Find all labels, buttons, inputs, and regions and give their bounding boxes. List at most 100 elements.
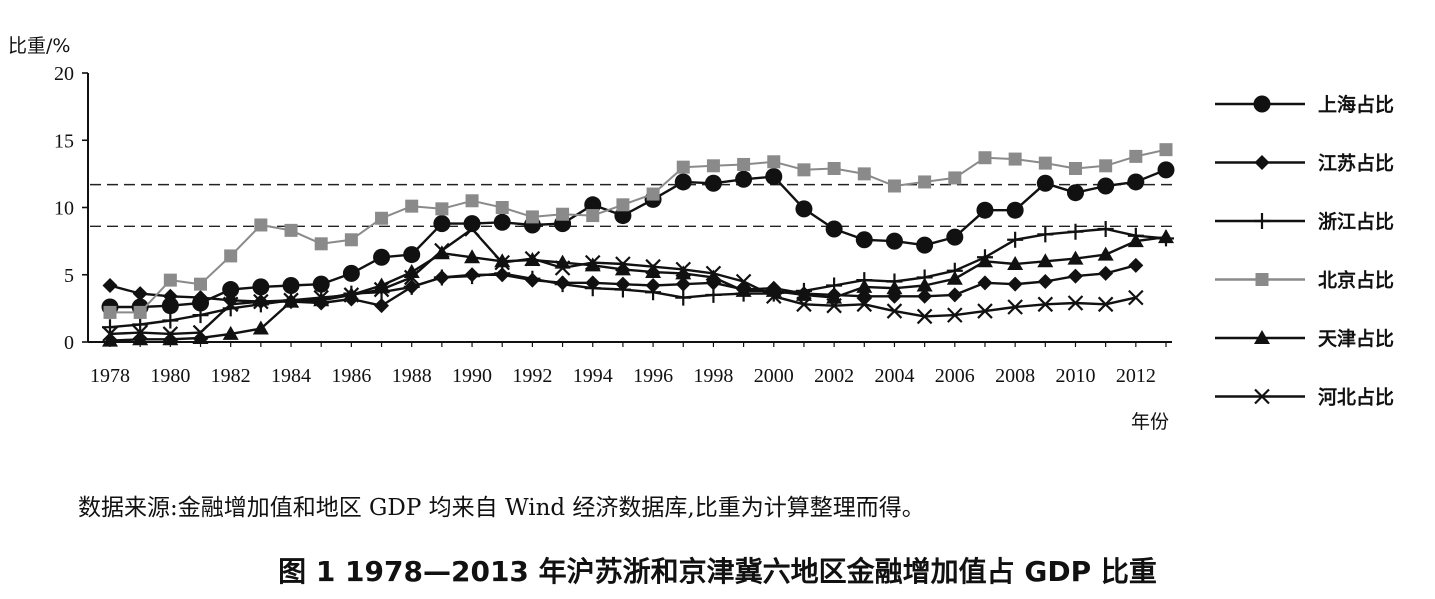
data-point [916,277,933,292]
data-point [1254,330,1270,344]
series-3 [102,221,1174,336]
data-point [1127,233,1144,248]
legend-label: 天津占比 [1318,327,1394,350]
data-point [1007,231,1024,248]
data-point [645,258,661,275]
x-tick-label: 1992 [512,365,552,387]
data-point [705,265,722,282]
data-point [464,268,481,285]
data-point [1129,149,1143,163]
data-point [435,202,449,216]
data-point [1254,388,1270,405]
y-tick-label: 20 [54,63,74,85]
legend-label: 河北占比 [1318,386,1394,409]
data-point [222,296,239,313]
data-point [584,196,602,214]
data-point [765,168,783,186]
y-tick-label: 0 [64,332,74,354]
data-point [494,253,511,268]
data-point [343,287,360,303]
data-point [464,249,481,264]
legend-item: 浙江占比 [1215,210,1394,233]
data-point [524,250,541,267]
data-point [1097,296,1114,313]
data-point [586,209,600,223]
data-point [463,215,481,233]
x-tick-label: 1990 [452,365,492,387]
data-point [224,249,238,263]
data-point [978,151,992,165]
data-point [675,276,691,292]
data-point [827,161,841,175]
data-point [614,261,631,276]
data-point [947,287,963,303]
x-tick-label: 2010 [1055,365,1095,387]
data-point [1098,265,1114,281]
data-point [556,207,570,221]
reference-lines [90,183,1178,228]
data-point [976,253,993,268]
data-point [856,296,873,313]
data-point [252,296,269,313]
data-point [465,194,479,208]
chart-area: 0 5 10 15 20 1978 1980 1982 1984 1986 1988 1990 1992… [8,35,1394,433]
data-point [132,331,149,346]
data-point [614,281,631,298]
x-tick-label: 1980 [150,365,190,387]
data-point [494,265,511,282]
data-point [403,246,421,264]
data-point [162,312,179,329]
data-point [1006,201,1024,219]
data-point [615,256,631,272]
data-point [797,163,811,177]
x-tick-label: 1998 [693,365,733,387]
data-point [856,278,873,293]
data-point [192,329,209,344]
data-point [674,173,692,191]
data-point [1253,95,1271,113]
data-point [192,307,209,324]
data-point [886,303,903,319]
x-tick-label: 2012 [1116,365,1156,387]
data-point [103,305,117,319]
data-point [1007,276,1023,292]
data-point [283,292,299,309]
data-point [342,264,360,282]
data-point [646,187,660,201]
data-point [1099,159,1113,173]
data-point [222,281,240,299]
data-point [916,308,933,325]
legend-label: 北京占比 [1318,269,1394,292]
figure-caption: 图 1 1978—2013 年沪苏浙和京津冀六地区金融增加值占 GDP 比重 [278,555,1157,588]
data-point [102,278,118,294]
data-point [948,171,962,185]
data-point [976,201,994,219]
source-note: 数据来源:金融增加值和地区 GDP 均来自 Wind 经济数据库,比重为计算整理… [78,495,925,521]
data-point [1097,177,1115,195]
data-point [1254,155,1270,170]
data-point [735,273,752,290]
data-point [796,296,812,313]
data-point [433,215,451,233]
data-point [916,236,934,254]
data-point [946,228,964,246]
data-point [735,282,752,297]
x-axis-title: 年份 [1131,411,1169,433]
data-point [373,248,391,266]
legend-label: 上海占比 [1318,93,1394,116]
data-point [1067,268,1083,284]
axes: 0 5 10 15 20 1978 1980 1982 1984 1986 1988 1990 1992… [8,35,1172,433]
data-point [1127,173,1145,191]
data-point [645,264,662,279]
data-point [1037,226,1054,243]
data-point [1097,221,1114,238]
data-point [645,284,662,301]
x-tick-label: 2000 [754,365,794,387]
legend-item: 北京占比 [1215,269,1394,292]
x-tick-label: 2004 [874,365,914,387]
data-point [133,305,147,319]
data-point [493,213,511,231]
x-tick-label: 1996 [633,365,673,387]
data-point [252,278,270,296]
data-point [977,303,993,319]
